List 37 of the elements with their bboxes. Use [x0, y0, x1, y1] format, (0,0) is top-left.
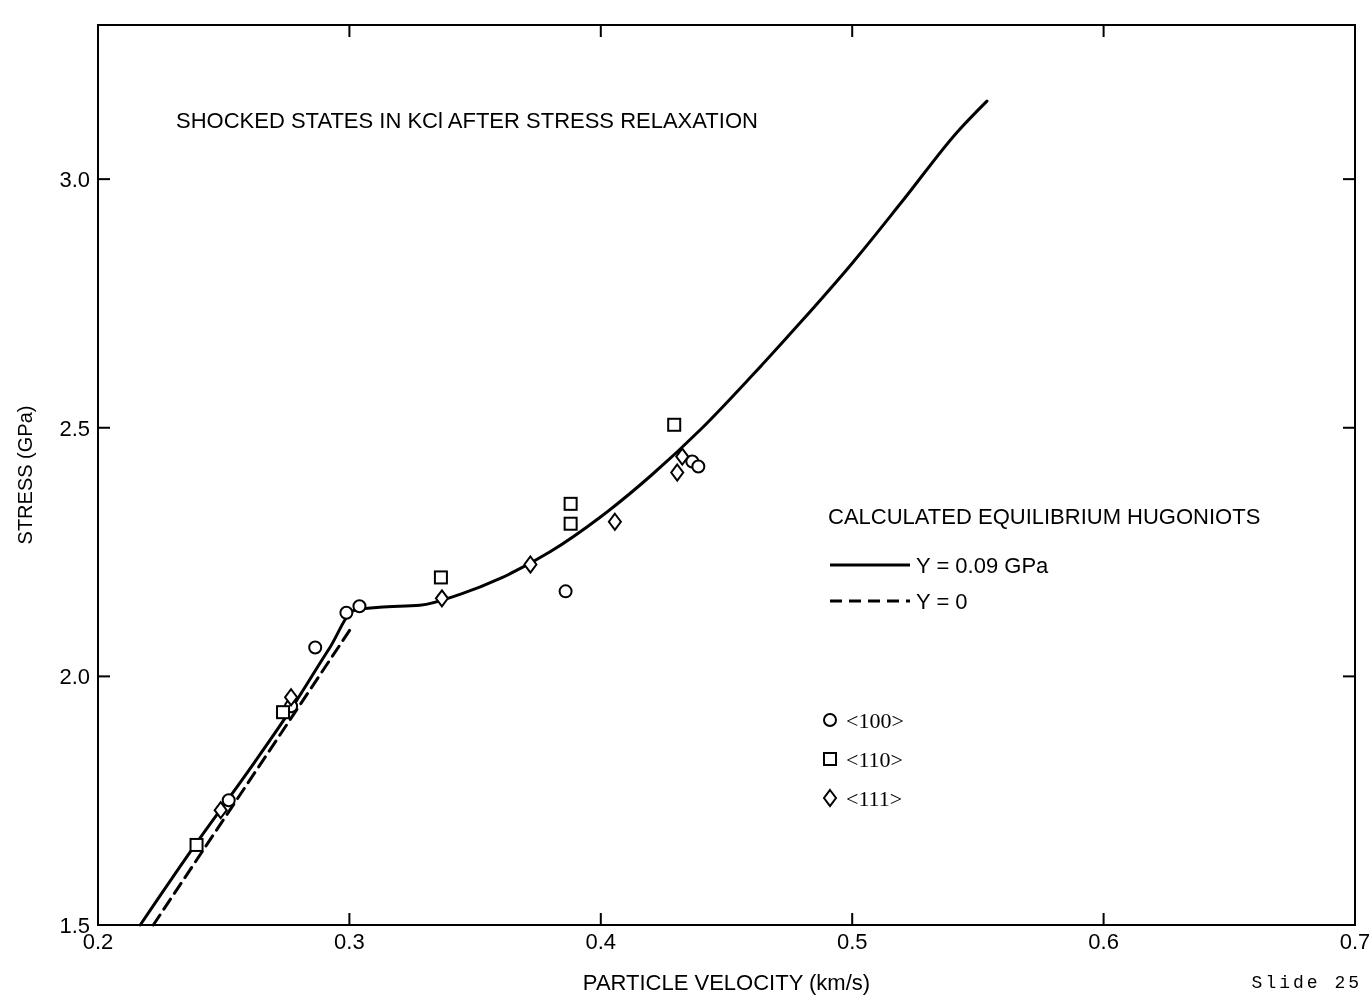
- legend-title: CALCULATED EQUILIBRIUM HUGONIOTS: [828, 504, 1261, 529]
- y-tick-label: 3.0: [59, 167, 90, 193]
- y-axis-title: STRESS (GPa): [14, 405, 36, 545]
- point: [670, 463, 685, 482]
- point: [308, 640, 323, 655]
- point: [563, 516, 578, 531]
- legend-label: <111>: [846, 786, 903, 811]
- y-tick-label: 2.5: [59, 415, 90, 441]
- x-tick-label: 0.4: [585, 929, 617, 954]
- point: [667, 417, 682, 432]
- point: [433, 570, 448, 585]
- point: [675, 447, 690, 466]
- point: [189, 837, 204, 852]
- text: Slide 25: [1251, 973, 1362, 993]
- legend-label: <100>: [846, 708, 904, 733]
- point: [558, 584, 573, 599]
- point: [284, 688, 299, 707]
- point: [691, 459, 706, 474]
- x-tick-label: 0.5: [836, 929, 868, 954]
- x-tick-label: 0.6: [1088, 929, 1119, 954]
- point: [213, 801, 228, 820]
- legend-label: Y = 0: [916, 589, 968, 614]
- x-tick-label: 0.7: [1339, 929, 1369, 954]
- point: [339, 605, 354, 620]
- point: [563, 496, 578, 511]
- x-axis-title: PARTICLE VELOCITY (km/s): [582, 970, 871, 995]
- legend-label: Y = 0.09 GPa: [916, 553, 1050, 578]
- legend-label: <110>: [846, 747, 903, 772]
- point: [607, 512, 622, 531]
- y-tick-label: 2.0: [59, 664, 90, 690]
- x-tick-label: 0.3: [334, 929, 365, 954]
- point: [221, 793, 236, 808]
- text: SHOCKED STATES IN KCl AFTER STRESS RELAXATION: [176, 108, 758, 133]
- point: [434, 589, 449, 608]
- point: [523, 555, 538, 574]
- point: [352, 599, 367, 614]
- point: [276, 705, 291, 720]
